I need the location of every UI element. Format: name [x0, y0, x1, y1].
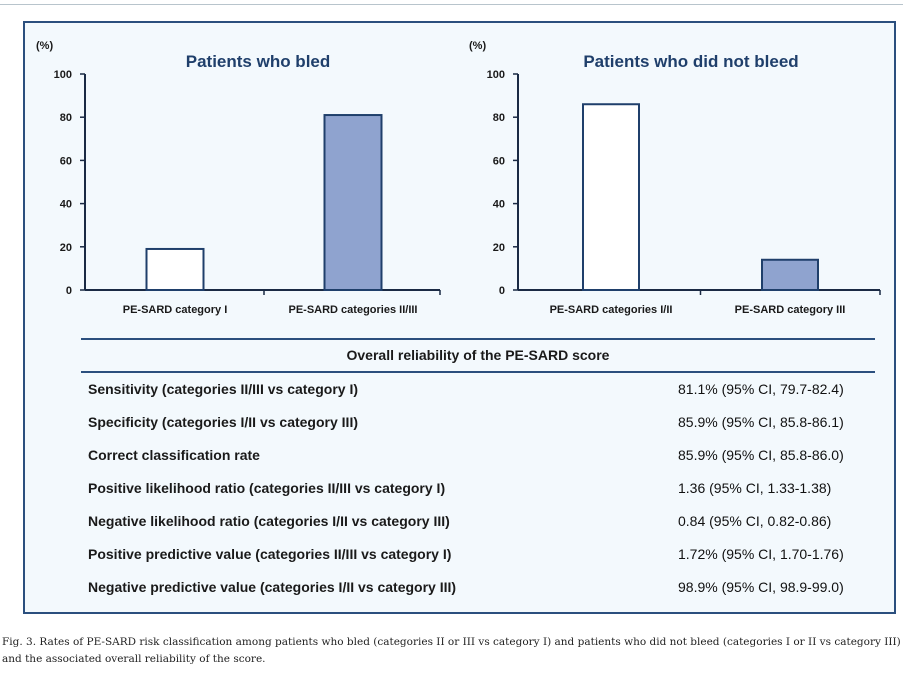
metric-label: Negative likelihood ratio (categories I/…: [88, 513, 450, 529]
table-header-rule: [81, 371, 875, 373]
table-title: Overall reliability of the PE-SARD score: [346, 347, 610, 363]
top-rule: [0, 4, 903, 5]
y-tick-label: 40: [60, 199, 72, 211]
metric-value: 1.36 (95% CI, 1.33-1.38): [678, 480, 832, 496]
table-row: Correct classification rate 85.9% (95% CI…: [88, 447, 868, 469]
metric-label: Positive likelihood ratio (categories II…: [88, 480, 446, 496]
metric-value: 98.9% (95% CI, 98.9-99.0): [678, 579, 844, 595]
table-row: Sensitivity (categories II/III vs catego…: [88, 381, 868, 403]
y-tick-label: 20: [60, 242, 72, 254]
y-tick-label: 40: [493, 199, 505, 211]
category-label: PE-SARD categories I/II: [550, 304, 673, 316]
metric-label: Specificity (categories I/II vs category…: [88, 414, 358, 430]
metric-value: 1.72% (95% CI, 1.70-1.76): [678, 546, 844, 562]
bar: [323, 114, 383, 292]
figure-caption: Fig. 3. Rates of PE-SARD risk classifica…: [2, 636, 901, 665]
table-row: Negative predictive value (categories I/…: [88, 579, 868, 601]
metric-value: 81.1% (95% CI, 79.7-82.4): [678, 381, 844, 397]
y-tick-label: 60: [60, 155, 72, 167]
y-axis-label: (%): [36, 40, 53, 52]
y-tick-label: 100: [54, 69, 72, 81]
table-row: Positive predictive value (categories II…: [88, 546, 868, 568]
bar: [582, 103, 640, 291]
chart-title: Patients who did not bleed: [583, 52, 798, 71]
y-tick-label: 100: [487, 69, 505, 81]
bar-charts: Patients who bled (%) 0 20 40 60 80 100 PE-SARD …: [36, 40, 881, 316]
table-row: Negative likelihood ratio (categories I/…: [88, 513, 868, 535]
metric-label: Sensitivity (categories II/III vs catego…: [88, 381, 358, 397]
table-top-rule: [81, 338, 875, 340]
category-label: PE-SARD category III: [735, 304, 846, 316]
chart-title: Patients who bled: [186, 52, 331, 71]
y-tick-label: 20: [493, 242, 505, 254]
y-tick-label: 80: [60, 112, 72, 124]
y-tick-label: 0: [499, 285, 505, 297]
bar: [761, 258, 819, 292]
table-row: Specificity (categories I/II vs category…: [88, 414, 868, 436]
y-tick-label: 80: [493, 112, 505, 124]
metric-value: 0.84 (95% CI, 0.82-0.86): [678, 513, 832, 529]
metric-value: 85.9% (95% CI, 85.8-86.0): [678, 447, 844, 463]
y-tick-label: 60: [493, 155, 505, 167]
bar: [145, 247, 205, 292]
y-tick-label: 0: [66, 285, 72, 297]
metric-label: Positive predictive value (categories II…: [88, 546, 452, 562]
category-label: PE-SARD category I: [123, 304, 228, 316]
metric-value: 85.9% (95% CI, 85.8-86.1): [678, 414, 844, 430]
figure-frame: [23, 21, 896, 614]
metric-label: Correct classification rate: [88, 447, 260, 463]
table-row: Positive likelihood ratio (categories II…: [88, 480, 868, 502]
metric-label: Negative predictive value (categories I/…: [88, 579, 457, 595]
y-axis-label: (%): [469, 40, 486, 52]
category-label: PE-SARD categories II/III: [289, 304, 418, 316]
